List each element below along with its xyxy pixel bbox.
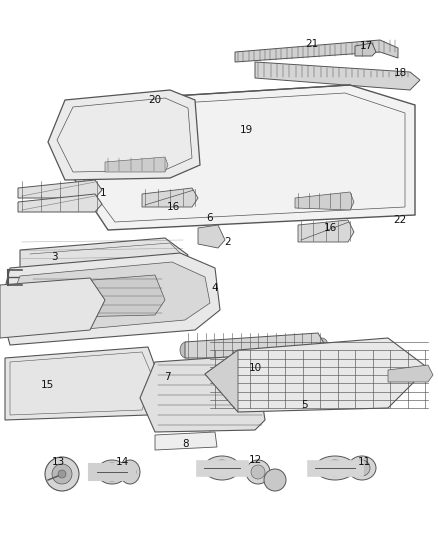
Ellipse shape — [316, 338, 328, 354]
Text: 13: 13 — [51, 457, 65, 467]
Ellipse shape — [166, 421, 178, 431]
Ellipse shape — [97, 460, 127, 484]
Ellipse shape — [385, 129, 401, 141]
Ellipse shape — [180, 342, 192, 358]
Ellipse shape — [204, 456, 240, 480]
Text: 18: 18 — [393, 68, 406, 78]
Text: 14: 14 — [115, 457, 129, 467]
Polygon shape — [65, 85, 415, 230]
Polygon shape — [155, 432, 217, 450]
Text: 1: 1 — [100, 188, 106, 198]
Polygon shape — [140, 355, 265, 432]
Ellipse shape — [246, 460, 270, 484]
Text: 16: 16 — [323, 223, 337, 233]
Ellipse shape — [251, 465, 265, 479]
Polygon shape — [8, 262, 210, 335]
Text: 12: 12 — [248, 455, 261, 465]
Text: 6: 6 — [207, 213, 213, 223]
Text: 11: 11 — [357, 457, 371, 467]
Text: 22: 22 — [393, 215, 406, 225]
Polygon shape — [198, 225, 225, 248]
Polygon shape — [48, 90, 200, 180]
Ellipse shape — [225, 125, 285, 165]
Ellipse shape — [123, 130, 137, 140]
Text: 20: 20 — [148, 95, 162, 105]
Ellipse shape — [385, 142, 401, 154]
Polygon shape — [255, 62, 420, 90]
Polygon shape — [20, 238, 188, 288]
Text: 19: 19 — [240, 125, 253, 135]
Text: 8: 8 — [183, 439, 189, 449]
Ellipse shape — [398, 142, 414, 154]
Ellipse shape — [112, 112, 148, 144]
Ellipse shape — [173, 290, 197, 310]
Ellipse shape — [348, 456, 376, 480]
Ellipse shape — [145, 116, 165, 134]
Text: 7: 7 — [164, 372, 170, 382]
Ellipse shape — [264, 469, 286, 491]
Circle shape — [45, 457, 79, 491]
Polygon shape — [0, 278, 105, 338]
Ellipse shape — [398, 129, 414, 141]
Ellipse shape — [95, 123, 115, 141]
Polygon shape — [18, 180, 102, 198]
Polygon shape — [105, 157, 168, 172]
Polygon shape — [18, 194, 102, 212]
Ellipse shape — [372, 142, 388, 154]
Ellipse shape — [120, 119, 140, 137]
Polygon shape — [388, 365, 433, 382]
Ellipse shape — [137, 115, 151, 125]
Ellipse shape — [103, 463, 121, 481]
Ellipse shape — [372, 129, 388, 141]
Text: 16: 16 — [166, 202, 180, 212]
Ellipse shape — [385, 156, 401, 168]
Text: 4: 4 — [212, 283, 218, 293]
Ellipse shape — [372, 156, 388, 168]
Text: 10: 10 — [248, 363, 261, 373]
Polygon shape — [298, 220, 354, 242]
Ellipse shape — [120, 460, 140, 484]
Circle shape — [58, 470, 66, 478]
Text: 2: 2 — [225, 237, 231, 247]
Ellipse shape — [87, 116, 123, 148]
Polygon shape — [30, 275, 165, 318]
Polygon shape — [235, 40, 398, 62]
Polygon shape — [0, 253, 220, 345]
Ellipse shape — [354, 460, 370, 476]
Text: 21: 21 — [305, 39, 318, 49]
Ellipse shape — [124, 464, 136, 480]
Ellipse shape — [182, 421, 194, 431]
Ellipse shape — [123, 115, 137, 125]
Polygon shape — [205, 350, 238, 412]
Polygon shape — [185, 333, 325, 358]
Polygon shape — [5, 347, 160, 420]
Ellipse shape — [137, 109, 173, 141]
Polygon shape — [205, 338, 428, 412]
Text: 5: 5 — [301, 400, 307, 410]
Polygon shape — [142, 188, 198, 207]
Ellipse shape — [137, 130, 151, 140]
Polygon shape — [355, 43, 376, 56]
Text: 3: 3 — [51, 252, 57, 262]
Ellipse shape — [204, 421, 216, 431]
Ellipse shape — [315, 456, 355, 480]
Text: 17: 17 — [359, 41, 373, 51]
Text: 15: 15 — [40, 380, 53, 390]
Ellipse shape — [398, 156, 414, 168]
Polygon shape — [295, 192, 354, 210]
Ellipse shape — [204, 232, 216, 244]
Circle shape — [52, 464, 72, 484]
Ellipse shape — [325, 460, 345, 476]
Ellipse shape — [213, 460, 231, 476]
